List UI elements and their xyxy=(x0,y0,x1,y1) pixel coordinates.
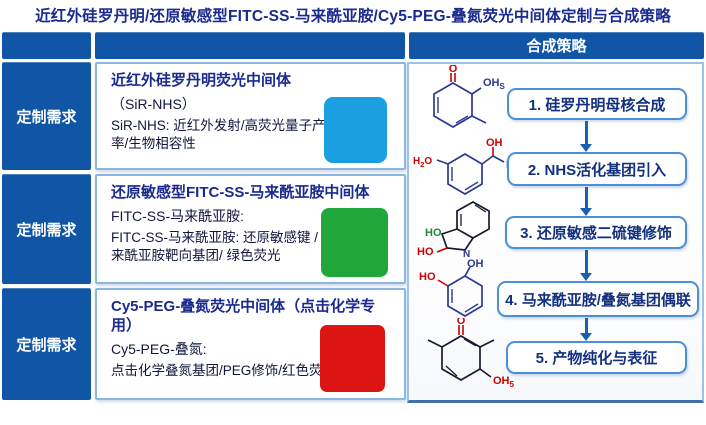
product-card-cy5-peg-azide: Cy5-PEG-叠氮荧光中间体（点击化学专用） Cy5-PEG-叠氮: 点击化学… xyxy=(95,288,406,400)
product-description: SiR-NHS: 近红外发射/高荧光量子产率/生物相容性 xyxy=(111,117,326,151)
step-4-box: 4. 马来酰亚胺/叠氮基团偶联 xyxy=(497,281,699,317)
requirement-cell-2: 定制需求 xyxy=(2,174,91,284)
product-card-sir-nhs: 近红外硅罗丹明荧光中间体 （SiR-NHS） SiR-NHS: 近红外发射/高荧… xyxy=(95,62,406,170)
step-2-box: 2. NHS活化基团引入 xyxy=(507,152,687,186)
requirement-label: 定制需求 xyxy=(16,108,77,126)
color-swatch-green xyxy=(321,208,388,277)
header-cell-left xyxy=(2,32,91,59)
svg-text:O: O xyxy=(449,65,458,75)
svg-text:N: N xyxy=(463,249,470,258)
svg-text:OHS: OHS xyxy=(483,77,506,91)
product-subtitle: FITC-SS-马来酰亚胺: xyxy=(111,207,244,224)
step-2-label: 2. NHS活化基团引入 xyxy=(527,161,667,179)
svg-text:OH: OH xyxy=(467,258,484,270)
product-title: Cy5-PEG-叠氮荧光中间体（点击化学专用） xyxy=(111,298,376,334)
chem-structure-cyclohexenone-icon: O OHS xyxy=(433,65,506,128)
synthesis-header-label: 合成策略 xyxy=(526,38,587,55)
requirement-cell-3: 定制需求 xyxy=(2,288,91,400)
product-subtitle: （SiR-NHS） xyxy=(111,95,196,112)
step-5-box: 5. 产物纯化与表征 xyxy=(506,341,687,374)
product-card-fitc-ss-maleimide: 还原敏感型FITC-SS-马来酰亚胺中间体 FITC-SS-马来酰亚胺: FIT… xyxy=(95,174,406,284)
svg-text:O: O xyxy=(457,318,466,327)
product-title: 近红外硅罗丹明荧光中间体 xyxy=(111,72,292,89)
product-title: 还原敏感型FITC-SS-马来酰亚胺中间体 xyxy=(111,184,370,201)
synthesis-panel: O OHS H2O OH NH HO HO N xyxy=(407,62,704,403)
step-1-box: 1. 硅罗丹明母核合成 xyxy=(507,88,687,120)
svg-text:HO: HO xyxy=(417,246,434,258)
product-subtitle: Cy5-PEG-叠氮: xyxy=(111,340,207,357)
product-description: 点击化学叠氮基团/PEG修饰/红色荧光 xyxy=(111,362,337,378)
step-3-box: 3. 还原敏感二硫键修饰 xyxy=(505,216,687,249)
requirement-label: 定制需求 xyxy=(16,336,77,354)
requirement-cell-1: 定制需求 xyxy=(2,62,91,170)
step-4-label: 4. 马来酰亚胺/叠氮基团偶联 xyxy=(505,291,691,309)
svg-text:HO: HO xyxy=(419,271,436,283)
color-swatch-blue xyxy=(324,97,387,163)
step-3-label: 3. 还原敏感二硫键修饰 xyxy=(520,225,672,242)
page-title: 近红外硅罗丹明/还原敏感型FITC-SS-马来酰亚胺/Cy5-PEG-叠氮荧光中… xyxy=(35,8,671,25)
product-description: FITC-SS-马来酰亚胺: 还原敏感键 / 马来酰亚胺靶向基团/ 绿色荧光 xyxy=(111,229,336,263)
header-cell-middle xyxy=(95,32,405,59)
color-swatch-red xyxy=(320,325,385,392)
svg-text:OH: OH xyxy=(486,138,503,149)
svg-text:HO: HO xyxy=(425,227,442,239)
chem-structure-benzoxazoline-icon: HO HO N xyxy=(417,201,490,258)
chem-structure-dimethylcyclohexenone-icon: O OH5 xyxy=(427,318,515,389)
step-5-label: 5. 产物纯化与表征 xyxy=(535,350,658,367)
svg-text:OH5: OH5 xyxy=(493,375,515,389)
step-1-label: 1. 硅罗丹明母核合成 xyxy=(528,96,666,114)
header-synthesis-strategy: 合成策略 xyxy=(409,32,704,59)
requirement-label: 定制需求 xyxy=(16,221,77,239)
svg-text:H2O: H2O xyxy=(413,156,432,169)
chem-structure-catechol-icon: OH HO xyxy=(419,258,484,317)
